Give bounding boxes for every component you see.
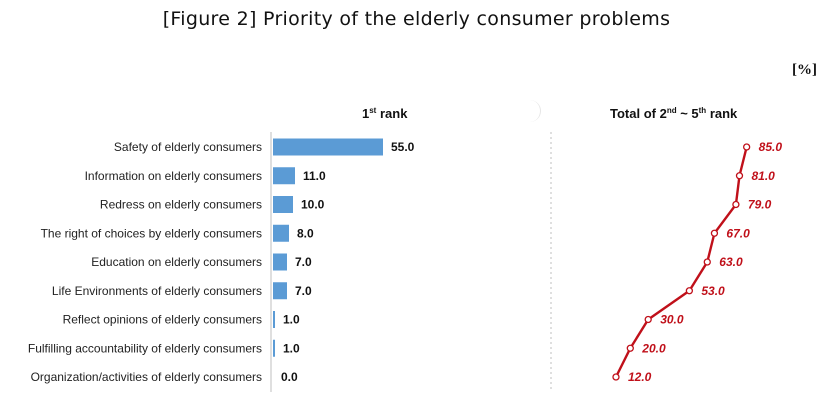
rank2-5-point-value: 30.0 bbox=[660, 313, 684, 327]
rank2-5-point-value: 81.0 bbox=[751, 169, 775, 183]
rank1-title-frame bbox=[280, 100, 541, 122]
unit-label: [%] bbox=[792, 62, 817, 78]
rank1-bar-value: 7.0 bbox=[295, 284, 312, 298]
rank1-bar bbox=[273, 311, 275, 328]
rank2-5-point bbox=[732, 200, 740, 209]
rank1-bar-value: 8.0 bbox=[297, 226, 314, 240]
category-label: Education on elderly consumers bbox=[91, 255, 262, 269]
rank2-5-point bbox=[735, 172, 744, 180]
panel-title-rank1: 1st rank bbox=[362, 106, 408, 121]
rank2-5-point bbox=[626, 344, 634, 352]
rank2-5-point bbox=[743, 143, 751, 151]
category-label: Information on elderly consumers bbox=[85, 169, 262, 183]
rank1-bar-value: 10.0 bbox=[301, 198, 325, 212]
panel-title-rank2-5: Total of 2nd ~ 5th rank bbox=[610, 106, 738, 121]
category-label: Safety of elderly consumers bbox=[114, 140, 262, 154]
rank1-bar-value: 1.0 bbox=[283, 341, 300, 355]
rank2-5-line-series bbox=[612, 143, 751, 381]
rank1-bar bbox=[273, 196, 293, 213]
rank1-bar-value: 0.0 bbox=[281, 370, 298, 384]
rank2-5-point bbox=[644, 315, 652, 324]
category-label: Reflect opinions of elderly consumers bbox=[63, 313, 262, 327]
rank2-5-point bbox=[612, 373, 620, 381]
rank1-bar-labels: 55.0 11.0 10.0 8.0 7.0 7.0 1.0 1.0 0.0 bbox=[281, 140, 415, 384]
category-label: Fulfilling accountability of elderly con… bbox=[28, 341, 262, 355]
category-label: The right of choices by elderly consumer… bbox=[41, 226, 262, 240]
rank2-5-point bbox=[710, 229, 719, 237]
rank1-bar-value: 7.0 bbox=[295, 255, 312, 269]
rank1-bar-value: 55.0 bbox=[391, 140, 415, 154]
rank2-5-point-value: 85.0 bbox=[759, 140, 783, 154]
category-labels: Safety of elderly consumers Information o… bbox=[28, 140, 262, 384]
rank1-bar bbox=[273, 339, 275, 357]
rank1-bar bbox=[273, 138, 383, 156]
category-label: Organization/activities of elderly consu… bbox=[31, 370, 262, 384]
rank1-bar bbox=[273, 253, 287, 271]
rank2-5-point-value: 79.0 bbox=[748, 198, 772, 212]
rank2-5-point bbox=[703, 258, 711, 266]
rank2-5-point bbox=[685, 287, 694, 295]
category-label: Redress on elderly consumers bbox=[100, 198, 262, 212]
rank2-5-point-value: 53.0 bbox=[701, 284, 725, 298]
rank2-5-point-value: 20.0 bbox=[641, 341, 666, 355]
rank2-5-point-labels: 85.0 81.0 79.0 67.0 63.0 53.0 30.0 20.0 12.0 bbox=[628, 140, 782, 384]
rank1-bar-value: 11.0 bbox=[303, 169, 326, 183]
rank1-bar bbox=[273, 167, 295, 185]
category-label: Life Environments of elderly consumers bbox=[52, 284, 262, 298]
rank1-bar bbox=[273, 282, 287, 300]
rank2-5-point-value: 67.0 bbox=[726, 226, 750, 240]
rank2-5-point-value: 63.0 bbox=[719, 255, 743, 269]
rank2-5-point-value: 12.0 bbox=[628, 370, 652, 384]
rank1-bars bbox=[273, 138, 383, 357]
rank1-bar-value: 1.0 bbox=[283, 313, 300, 327]
rank1-bar bbox=[273, 224, 289, 242]
figure-title: [Figure 2] Priority of the elderly consu… bbox=[162, 8, 671, 30]
